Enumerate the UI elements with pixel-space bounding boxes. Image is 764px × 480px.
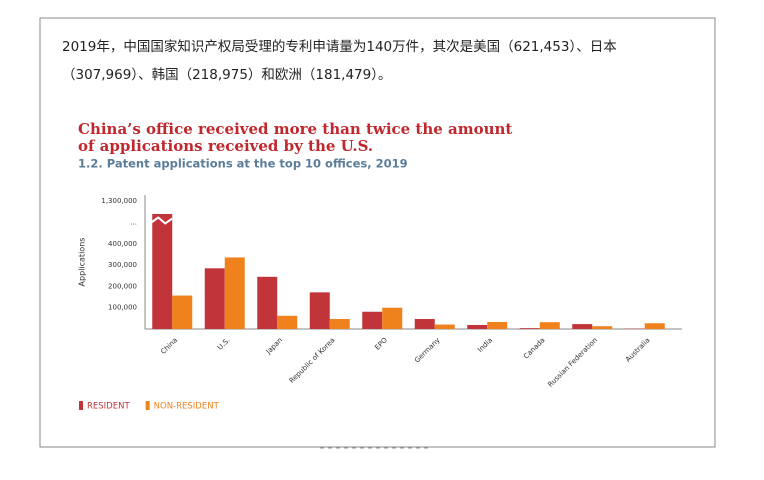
bar: [362, 312, 382, 329]
bar: [382, 308, 402, 329]
bar: [225, 257, 245, 329]
bar: [592, 326, 612, 329]
chart-title: China’s office received more than twice …: [78, 120, 512, 138]
paragraph-line: 2019年，中国国家知识产权局受理的专利申请量为140万件，其次是美国（621,…: [62, 38, 617, 55]
y-tick-label: 300,000: [108, 261, 137, 269]
bar: [467, 325, 487, 329]
bar: [172, 296, 192, 329]
bar: [520, 328, 540, 329]
bar: [310, 292, 330, 329]
y-tick-label: ...: [130, 219, 137, 227]
legend-swatch: [79, 401, 83, 410]
y-tick-label: 200,000: [108, 282, 137, 290]
legend-label: NON-RESIDENT: [154, 402, 220, 412]
legend-label: RESIDENT: [87, 402, 130, 412]
y-axis-label: Applications: [78, 238, 87, 287]
bar: [415, 319, 435, 329]
bar: [330, 319, 350, 329]
y-tick-label: 100,000: [108, 304, 137, 312]
bar: [277, 316, 297, 329]
bar: [435, 325, 455, 329]
legend-swatch: [146, 401, 150, 410]
bar: [572, 324, 592, 329]
bar: [487, 322, 507, 329]
chart-title: of applications received by the U.S.: [78, 137, 373, 155]
paragraph-line: （307,969）、韩国（218,975）和欧洲（181,479）。: [62, 67, 391, 83]
bar: [257, 277, 277, 329]
y-tick-label: 400,000: [108, 240, 137, 248]
chart-subtitle: 1.2. Patent applications at the top 10 o…: [78, 157, 408, 171]
bar: [152, 214, 172, 329]
bar: [540, 322, 560, 329]
y-tick-label: 1,300,000: [101, 197, 137, 205]
bar: [205, 268, 225, 329]
bar: [645, 323, 665, 329]
